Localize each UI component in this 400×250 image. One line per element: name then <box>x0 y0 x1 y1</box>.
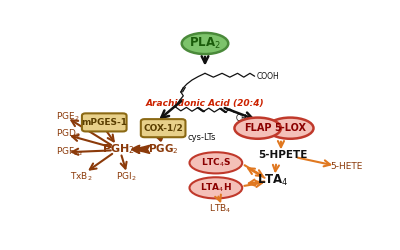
FancyBboxPatch shape <box>82 113 126 132</box>
Text: PGG$_2$: PGG$_2$ <box>148 142 178 156</box>
Ellipse shape <box>190 177 242 199</box>
Text: 5-HPETE: 5-HPETE <box>258 150 307 160</box>
Text: PLA$_2$: PLA$_2$ <box>189 36 221 51</box>
Text: LTC$_4$S: LTC$_4$S <box>200 156 231 169</box>
Text: LTB$_4$: LTB$_4$ <box>209 203 232 215</box>
Text: Arachidonic Acid (20:4): Arachidonic Acid (20:4) <box>146 99 264 108</box>
Text: cys-LTs: cys-LTs <box>188 133 216 142</box>
Ellipse shape <box>190 152 242 174</box>
Text: TxB$_2$: TxB$_2$ <box>70 170 92 182</box>
Ellipse shape <box>182 33 228 54</box>
Text: PGI$_2$: PGI$_2$ <box>116 170 136 182</box>
Text: LTA$_4$H: LTA$_4$H <box>200 182 232 194</box>
Text: PGD$_2$: PGD$_2$ <box>56 128 81 140</box>
Text: PGF$_{2\alpha}$: PGF$_{2\alpha}$ <box>56 145 84 158</box>
Ellipse shape <box>234 118 281 139</box>
Text: COOH: COOH <box>256 72 279 81</box>
Text: 5-HETE: 5-HETE <box>330 162 362 171</box>
Text: PGH$_2$: PGH$_2$ <box>102 142 135 156</box>
Text: FLAP: FLAP <box>244 123 272 133</box>
Text: PGE$_2$: PGE$_2$ <box>56 110 80 123</box>
Text: LTA$_4$: LTA$_4$ <box>258 172 289 188</box>
FancyBboxPatch shape <box>141 119 186 137</box>
Text: 5-LOX: 5-LOX <box>274 123 306 133</box>
Text: CH$_3$: CH$_3$ <box>235 113 252 125</box>
Text: mPGES-1: mPGES-1 <box>81 118 127 127</box>
Text: COX-1/2: COX-1/2 <box>143 124 183 133</box>
Ellipse shape <box>267 118 314 139</box>
